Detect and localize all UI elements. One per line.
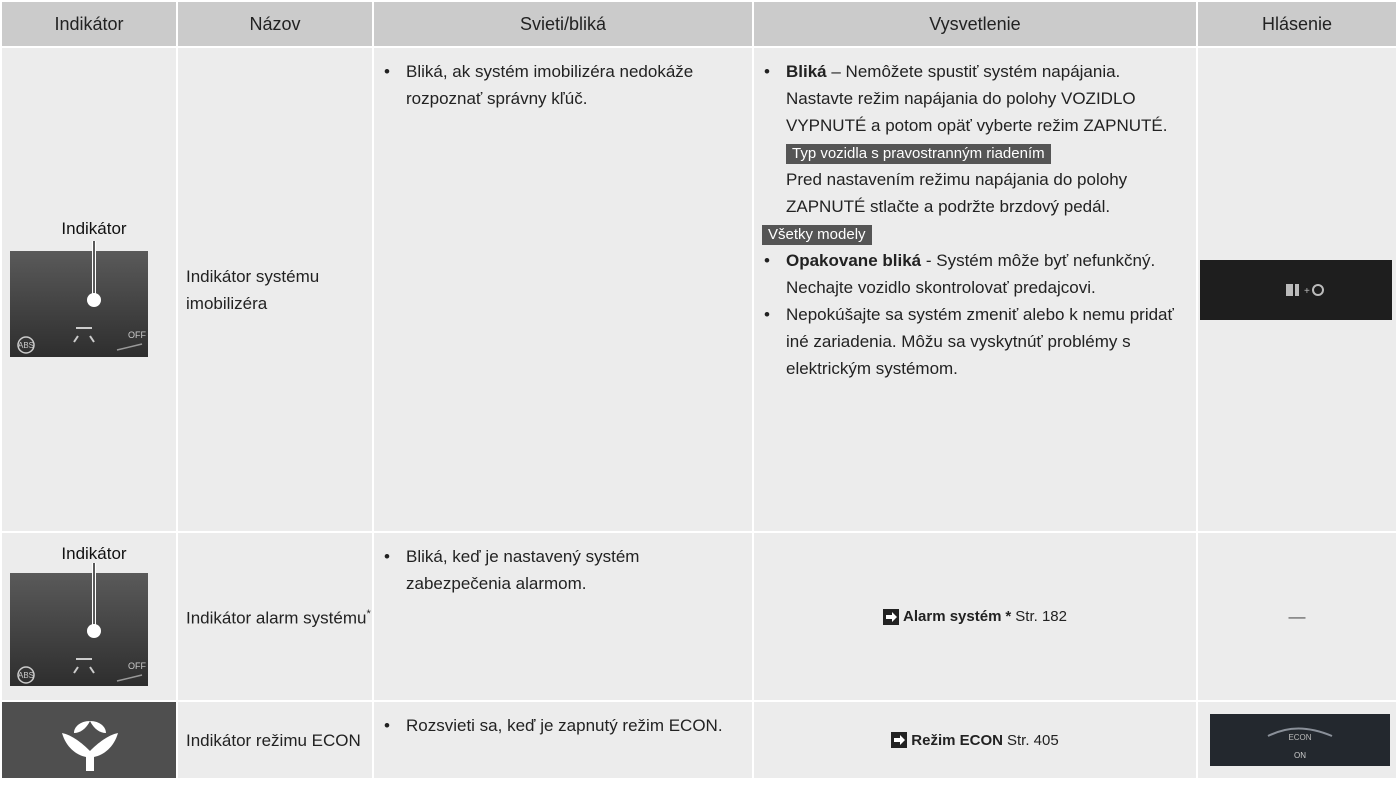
icon-text: ABS bbox=[18, 341, 34, 350]
icon-text: OFF bbox=[128, 661, 146, 671]
explanation-cell: Bliká – Nemôžete spustiť systém napájani… bbox=[752, 46, 1198, 533]
indicator-cell bbox=[0, 700, 178, 780]
link: Alarm systém bbox=[903, 608, 1002, 625]
bold-text: Opakovane bliká bbox=[786, 251, 922, 270]
header-cell: Vysvetlenie bbox=[752, 0, 1198, 48]
name-cell: Indikátor systému imobilizéra bbox=[176, 46, 374, 533]
explanation-item: Bliká – Nemôžete spustiť systém napájani… bbox=[762, 58, 1188, 139]
indicator-cell: ABS OFF Indikátor bbox=[0, 531, 178, 702]
header-row: Indikátor Názov Svieti/bliká Vysvetlenie… bbox=[0, 0, 1396, 48]
explanation-item: Nepokúšajte sa systém zmeniť alebo k nem… bbox=[762, 301, 1188, 382]
asterisk: * bbox=[1005, 608, 1012, 625]
tag: Všetky modely bbox=[762, 225, 872, 245]
header-cell: Svieti/bliká bbox=[372, 0, 754, 48]
header-cell: Indikátor bbox=[0, 0, 178, 48]
message-cell: — bbox=[1196, 531, 1396, 702]
explanation-item: Opakovane bliká - Systém môže byť nefunk… bbox=[762, 247, 1188, 301]
indicator-label: Indikátor bbox=[61, 544, 127, 563]
message-text: ON bbox=[1294, 751, 1306, 760]
status-cell: Bliká, keď je nastavený systém zabezpeče… bbox=[372, 531, 754, 702]
name-cell: Indikátor alarm systému* bbox=[176, 531, 374, 702]
indicator-image: ABS OFF Indikátor bbox=[10, 544, 148, 686]
indicator-image: ABS OFF Indikátor bbox=[10, 219, 148, 357]
indicator-cell: ABS OFF Indikátor bbox=[0, 46, 178, 533]
message-image: ECON ON bbox=[1210, 714, 1390, 766]
icon-text: OFF bbox=[128, 330, 146, 340]
bold-text: Bliká bbox=[786, 62, 827, 81]
name-cell: Indikátor režimu ECON bbox=[176, 700, 374, 780]
link: Režim ECON bbox=[911, 731, 1003, 749]
row: Indikátor režimu ECON Rozsvieti sa, keď … bbox=[0, 700, 1396, 780]
header-cell: Názov bbox=[176, 0, 374, 48]
indicator-label: Indikátor bbox=[61, 219, 127, 238]
ref-icon bbox=[883, 608, 900, 625]
page-ref: Str. 405 bbox=[1006, 731, 1059, 749]
name: Indikátor alarm systému bbox=[186, 608, 367, 628]
status-cell: Bliká, ak systém imobilizéra nedokáže ro… bbox=[372, 46, 754, 533]
message-cell: ECON ON bbox=[1196, 700, 1396, 780]
explanation-cell: Režim ECON Str. 405 bbox=[752, 700, 1198, 780]
status-cell: Rozsvieti sa, keď je zapnutý režim ECON. bbox=[372, 700, 754, 780]
message-image: + bbox=[1200, 259, 1392, 320]
ref-icon bbox=[891, 732, 908, 748]
row: ABS OFF Indikátor Indikátor alarm systém… bbox=[0, 531, 1396, 702]
status-item: Bliká, ak systém imobilizéra nedokáže ro… bbox=[382, 58, 744, 112]
svg-text:+: + bbox=[1304, 286, 1310, 297]
status-item: Rozsvieti sa, keď je zapnutý režim ECON. bbox=[382, 712, 744, 739]
status-item: Bliká, keď je nastavený systém zabezpeče… bbox=[382, 543, 744, 597]
tag: Typ vozidla s pravostranným riadením bbox=[786, 144, 1051, 164]
note: Pred nastavením režimu napájania do polo… bbox=[786, 170, 1128, 216]
explanation-cell: Alarm systém * Str. 182 bbox=[752, 531, 1198, 702]
row: ABS OFF Indikátor Indikátor systému imob… bbox=[0, 46, 1396, 533]
header-cell: Hlásenie bbox=[1196, 0, 1396, 48]
icon-text: ABS bbox=[18, 671, 34, 680]
asterisk: * bbox=[366, 608, 371, 621]
message-cell: + bbox=[1196, 46, 1396, 533]
econ-icon bbox=[62, 721, 118, 771]
text: - Systém môže byť nefunkčný. Nechajte vo… bbox=[786, 251, 1156, 297]
page-ref: Str. 182 bbox=[1015, 608, 1067, 625]
text: – Nemôžete spustiť systém napájania. Nas… bbox=[786, 62, 1168, 135]
message-text: ECON bbox=[1288, 733, 1311, 742]
